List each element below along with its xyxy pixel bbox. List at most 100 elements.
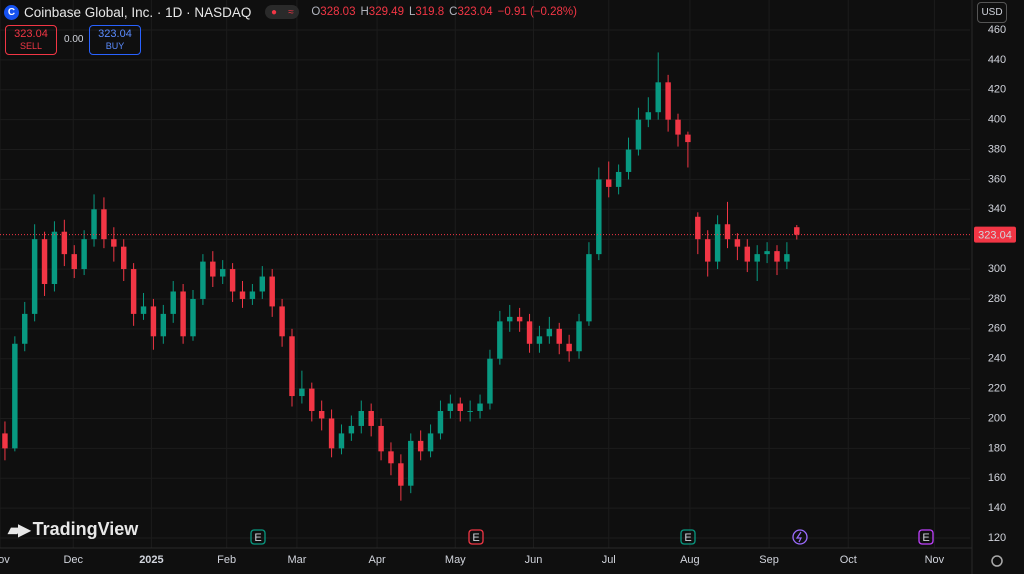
candle-body (507, 316, 513, 322)
header: C Coinbase Global, Inc. · 1D · NASDAQ ● ≈… (4, 3, 577, 21)
candle-body (497, 321, 503, 359)
candle-body (516, 316, 523, 322)
candle-body (546, 328, 553, 337)
candle-body (417, 440, 424, 452)
candle-body (150, 306, 157, 337)
candle-body (31, 239, 38, 314)
candle-body (358, 411, 364, 426)
candle-body (259, 276, 266, 292)
y-tick-label: 340 (988, 203, 1006, 215)
candle-body (269, 276, 275, 307)
candle-body (111, 239, 117, 247)
candle-body (625, 149, 632, 172)
candle-body (655, 82, 661, 113)
candle-body (457, 403, 463, 411)
ohlc-label: H (360, 6, 369, 18)
y-tick-label: 440 (988, 54, 1006, 66)
spread: 0.00 (64, 34, 84, 45)
candle-body (229, 269, 236, 292)
sell-label: SELL (19, 41, 43, 51)
candle-body (22, 313, 28, 344)
x-tick-label: Nov (0, 554, 10, 566)
x-tick-label: Nov (925, 554, 945, 566)
candle-body (526, 321, 533, 344)
event-marker (250, 529, 266, 545)
event-marker (468, 529, 484, 545)
brand: TradingView (32, 519, 139, 539)
dividend-icon (795, 531, 802, 543)
candle-body (645, 112, 652, 120)
visibility-toggle[interactable]: ● ≈ (265, 5, 300, 19)
candle-body (309, 388, 315, 411)
ohlc-label: L (408, 6, 416, 18)
candle-body (200, 261, 206, 299)
plot-area (0, 0, 970, 548)
logo: C (4, 4, 19, 20)
candle-body (794, 227, 800, 235)
ohlc-label: C (449, 6, 458, 18)
candle-body (180, 291, 186, 337)
chart-title: Coinbase Global, Inc. · 1D · NASDAQ (24, 4, 252, 20)
event-marker (680, 529, 696, 545)
candle-body (328, 418, 335, 449)
x-tick-label: 2025 (139, 554, 163, 566)
candle-body (685, 134, 691, 143)
candle-body (210, 261, 216, 277)
y-tick-label: 180 (988, 442, 1006, 454)
candle-body (408, 440, 414, 486)
candle-body (219, 269, 226, 277)
candle-body (784, 254, 790, 262)
buy-price: 323.04 (98, 28, 132, 40)
y-tick-label: 260 (988, 323, 1006, 335)
candle-body (160, 313, 167, 337)
candle-body (318, 411, 325, 419)
price-tag (974, 226, 1016, 243)
sell-button[interactable]: 323.04 SELL (5, 25, 57, 55)
y-tick-label: 160 (988, 472, 1006, 484)
candle-body (41, 239, 48, 285)
candle-body (596, 179, 602, 255)
ohlc-value: 328.03 (320, 6, 356, 18)
currency-button[interactable]: USD (977, 2, 1007, 23)
event-marker (918, 529, 934, 545)
y-tick-label: 420 (988, 84, 1006, 96)
ohlc-label: O (311, 6, 321, 18)
candle-body (299, 388, 305, 397)
candle-body (140, 306, 147, 314)
y-tick-label: 140 (988, 502, 1006, 514)
y-tick-label: 120 (988, 532, 1006, 544)
x-tick-label: Apr (369, 554, 386, 566)
settings-icon (991, 555, 1003, 567)
brand-logo: ▰▶ TradingView (8, 519, 139, 539)
candle-body (91, 209, 97, 240)
event-label: E (684, 532, 691, 544)
y-tick-label: 200 (988, 412, 1006, 424)
candle-body (536, 336, 543, 344)
candle-body (398, 463, 404, 486)
x-tick-label: Oct (840, 554, 857, 566)
y-tick-label: 360 (988, 173, 1006, 185)
candle-body (170, 291, 176, 314)
candle-body (467, 411, 473, 412)
candle-body (744, 246, 751, 262)
candle-body (576, 321, 582, 352)
y-tick-label: 240 (988, 353, 1006, 365)
buy-label: BUY (105, 41, 125, 51)
x-tick-label: May (445, 554, 466, 566)
candle-body (556, 328, 562, 344)
x-tick-label: Aug (680, 554, 700, 566)
candle-body (714, 224, 721, 262)
x-tick-label: Jul (602, 554, 616, 566)
ohlc-value: 329.49 (368, 6, 404, 18)
candle-body (348, 425, 355, 434)
candle-body (51, 231, 58, 285)
sell-price: 323.04 (14, 28, 48, 40)
buy-button[interactable]: 323.04 BUY (89, 25, 141, 55)
candle-body (101, 209, 107, 240)
candle-body (368, 411, 374, 426)
y-tick-label: 380 (988, 143, 1006, 155)
candle-body (239, 291, 246, 299)
candle-body (338, 433, 345, 449)
candle-body (606, 179, 612, 187)
